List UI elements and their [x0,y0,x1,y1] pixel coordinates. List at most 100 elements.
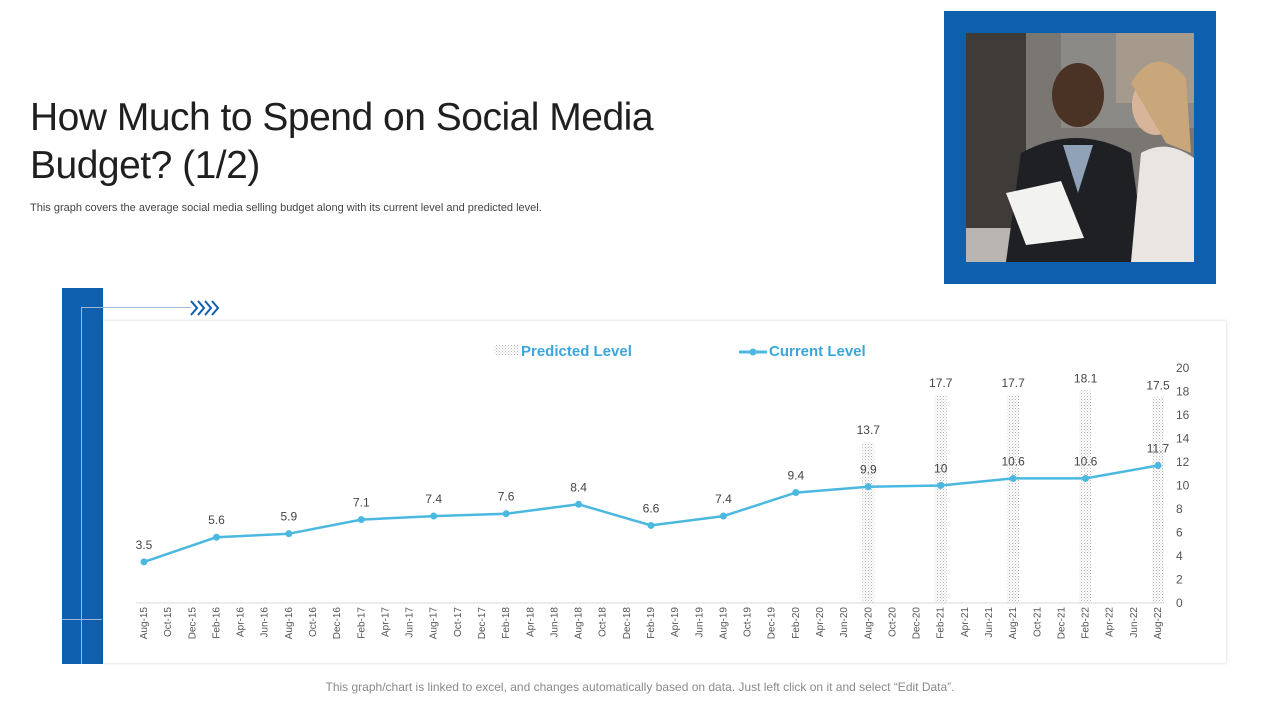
y-tick-label: 8 [1176,502,1183,516]
decorative-line [81,307,82,664]
bar-predicted [862,442,875,603]
y-tick-label: 14 [1176,432,1190,446]
line-point [575,500,583,508]
y-tick-label: 4 [1176,549,1183,563]
x-tick-label: Oct-18 [598,607,609,637]
x-tick-label: Feb-22 [1081,607,1092,639]
x-tick-label: Oct-19 [743,607,754,637]
y-tick-label: 0 [1176,596,1183,610]
y-tick-label: 20 [1176,361,1190,375]
line-data-label: 10 [934,462,948,476]
line-data-label: 7.6 [498,490,515,504]
bar-data-label: 13.7 [857,423,881,437]
x-tick-label: Feb-20 [791,607,802,639]
x-tick-label: Feb-16 [211,607,222,639]
x-tick-label: Jun-16 [260,607,271,638]
x-tick-label: Oct-17 [453,607,464,637]
line-point [140,558,148,566]
x-tick-label: Dec-20 [912,607,923,640]
y-tick-label: 2 [1176,573,1183,587]
x-tick-label: Aug-18 [574,607,585,640]
x-tick-label: Jun-17 [405,607,416,638]
y-tick-label: 16 [1176,408,1190,422]
x-tick-label: Aug-22 [1153,607,1164,640]
line-data-label: 7.4 [715,492,732,506]
line-point [502,510,510,518]
x-tick-label: Apr-22 [1105,607,1116,637]
x-tick-label: Apr-18 [525,607,536,637]
x-tick-label: Jun-20 [839,607,850,638]
line-data-label: 10.6 [1074,454,1098,468]
photo-frame [944,11,1216,284]
x-tick-label: Dec-16 [332,607,343,640]
bar-predicted [1007,395,1020,603]
x-tick-label: Jun-21 [984,607,995,638]
x-tick-label: Oct-15 [163,607,174,637]
line-data-label: 5.9 [281,510,298,524]
line-point [285,530,293,538]
x-tick-label: Dec-15 [187,607,198,640]
decorative-line [81,307,191,308]
line-data-label: 8.4 [570,480,587,494]
x-tick-label: Feb-17 [356,607,367,639]
line-point [212,533,220,541]
bar-predicted [934,395,947,603]
x-tick-label: Jun-19 [694,607,705,638]
x-tick-label: Aug-16 [284,607,295,640]
bar-data-label: 17.7 [1001,376,1025,390]
line-data-label: 9.4 [788,469,805,483]
x-tick-label: Apr-19 [670,607,681,637]
x-tick-label: Dec-19 [767,607,778,640]
line-point [430,512,438,520]
business-meeting-photo [966,33,1194,262]
x-tick-label: Feb-21 [936,607,947,639]
x-tick-label: Aug-17 [429,607,440,640]
decorative-line [62,619,102,620]
bar-data-label: 18.1 [1074,371,1098,385]
line-point [1009,474,1017,482]
x-tick-label: Dec-17 [477,607,488,640]
legend-label-predicted: Predicted Level [521,343,632,360]
x-tick-label: Oct-21 [1032,607,1043,637]
legend-marker-current [749,348,757,356]
y-tick-label: 18 [1176,385,1190,399]
legend-label-current: Current Level [769,343,866,360]
footer-note: This graph/chart is linked to excel, and… [325,680,955,694]
x-tick-label: Jun-18 [549,607,560,638]
bar-data-label: 17.7 [929,376,953,390]
line-data-label: 3.5 [136,538,153,552]
line-point [1082,474,1090,482]
y-tick-label: 10 [1176,479,1190,493]
bar-data-label: 17.5 [1146,378,1170,392]
legend-swatch-predicted [494,345,520,355]
chart-card: Predicted Level Current Level 0 2 4 6 8 10 12 14… [103,321,1226,663]
line-data-label: 7.4 [425,492,442,506]
accent-bar [62,288,103,664]
line-point [719,512,727,520]
x-tick-label: Apr-20 [815,607,826,637]
y-tick-label: 6 [1176,526,1183,540]
line-point [937,482,945,489]
line-data-label: 11.7 [1147,442,1170,456]
x-tick-label: Feb-19 [646,607,657,639]
x-tick-label: Dec-18 [622,607,633,640]
chart: Predicted Level Current Level 0 2 4 6 8 10 12 14… [136,343,1190,640]
y-tick-label: 12 [1176,455,1190,469]
bar-predicted [1152,397,1164,603]
x-tick-label: Apr-21 [960,607,971,637]
bar-predicted [1079,390,1092,603]
x-tick-label: Aug-19 [718,607,729,640]
line-data-label: 10.6 [1001,454,1025,468]
x-tick-label: Dec-21 [1056,607,1067,640]
line-point [357,516,365,524]
line-point [864,483,872,491]
x-tick-label: Apr-17 [380,607,391,637]
page-title: How Much to Spend on Social Media Budget… [30,96,654,187]
x-tick-label: Aug-21 [1008,607,1019,640]
x-tick-label: Aug-15 [139,607,150,640]
x-tick-label: Oct-16 [308,607,319,637]
line-data-label: 6.6 [643,501,660,515]
chevron-right-icon [188,298,228,323]
line-data-label: 5.6 [208,513,225,527]
x-tick-label: Apr-16 [236,607,247,637]
